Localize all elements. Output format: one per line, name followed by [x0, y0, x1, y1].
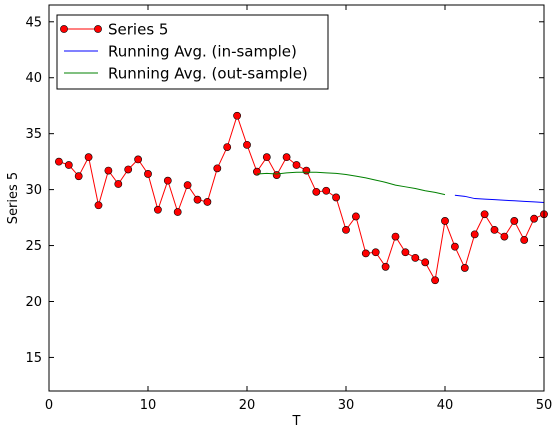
legend-items: Series 5 Running Avg. (in-sample) Running … — [60, 21, 308, 83]
data-point — [173, 208, 182, 216]
legend-box — [56, 14, 329, 90]
y-tick-label: 35 — [25, 127, 42, 142]
data-point — [223, 143, 232, 151]
data-point — [84, 153, 93, 162]
data-point — [144, 170, 152, 178]
data-point — [243, 140, 251, 149]
data-point — [153, 205, 162, 214]
data-point — [233, 111, 241, 120]
data-point — [371, 248, 380, 257]
data-point — [312, 187, 321, 196]
data-point — [530, 214, 538, 223]
x-tick-label: 40 — [437, 398, 454, 413]
y-tick-label: 45 — [25, 15, 42, 30]
y-tick-label: 30 — [25, 183, 42, 198]
data-point — [302, 166, 311, 175]
data-point — [391, 232, 400, 241]
legend-label: Series 5 — [108, 21, 168, 39]
data-point — [332, 193, 340, 202]
data-point — [342, 225, 350, 234]
legend: Series 5 Running Avg. (in-sample) Running … — [56, 14, 329, 90]
y-tick-label: 25 — [25, 239, 42, 254]
x-tick-label: 20 — [239, 398, 256, 413]
legend-label: Running Avg. (in-sample) — [108, 43, 297, 61]
data-point — [431, 276, 439, 285]
legend-marker — [60, 25, 68, 33]
data-point — [322, 186, 331, 195]
data-point — [500, 232, 509, 241]
data-point — [134, 155, 142, 164]
data-point — [203, 198, 212, 206]
x-tick-label: 30 — [338, 398, 355, 413]
data-point — [480, 210, 489, 219]
data-point — [183, 181, 192, 190]
data-point — [193, 195, 202, 204]
plot-frame — [48, 4, 545, 392]
data-point — [460, 264, 469, 272]
data-point — [114, 180, 123, 188]
series-layer — [55, 111, 548, 285]
data-point — [74, 172, 83, 181]
data-point — [94, 201, 103, 210]
y-tick-label: 15 — [25, 351, 42, 366]
series-line-2 — [454, 194, 545, 203]
data-point — [292, 161, 301, 169]
y-tick-label: 20 — [25, 295, 42, 310]
data-point — [411, 253, 420, 262]
data-point — [262, 153, 271, 162]
data-point — [470, 230, 479, 239]
x-tick-label: 10 — [140, 398, 157, 413]
x-tick-label: 0 — [45, 398, 53, 413]
data-point — [351, 212, 360, 221]
legend-label: Running Avg. (out-sample) — [108, 65, 308, 83]
data-point — [163, 176, 172, 185]
legend-marker — [94, 25, 102, 33]
ticks-layer: 0 10 20 30 40 50 15 20 25 30 35 40 45 — [25, 5, 552, 413]
x-tick-label: 50 — [536, 398, 553, 413]
data-point — [213, 164, 222, 173]
y-tick-label: 40 — [25, 71, 42, 86]
data-point — [55, 157, 63, 166]
x-axis-label: T — [292, 414, 301, 429]
series-line-3 — [256, 171, 446, 196]
data-point — [64, 161, 73, 169]
data-point — [450, 242, 459, 251]
data-point — [510, 217, 519, 225]
data-point — [421, 258, 430, 267]
data-point — [282, 153, 291, 162]
data-point — [441, 217, 449, 225]
data-point — [361, 249, 370, 258]
data-point — [401, 248, 410, 257]
data-point — [272, 171, 281, 179]
data-point — [520, 236, 529, 244]
y-axis-label: Series 5 — [6, 172, 21, 224]
data-point — [381, 262, 390, 271]
data-point — [490, 225, 499, 234]
data-point — [104, 166, 113, 175]
data-point — [124, 165, 133, 174]
